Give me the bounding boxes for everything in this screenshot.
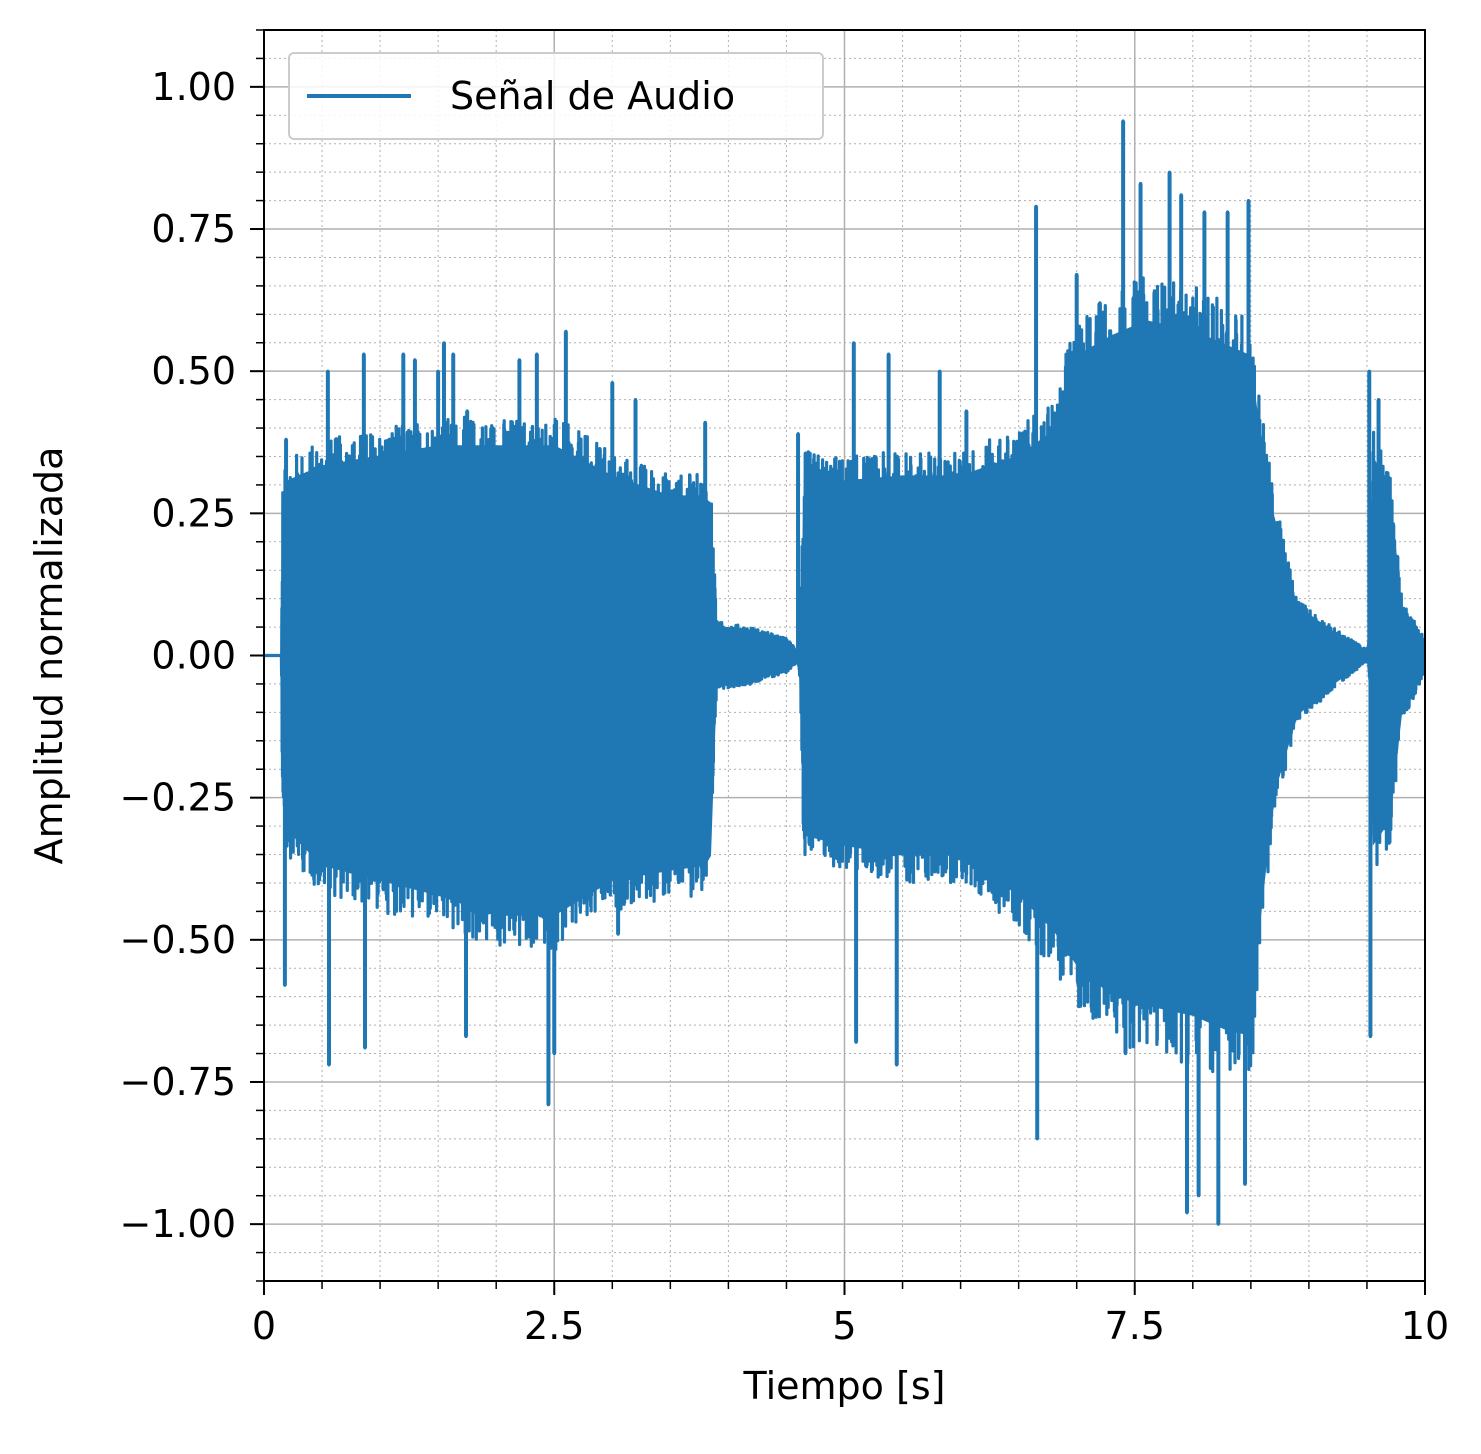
x-tick-label: 0 <box>252 1304 276 1348</box>
y-tick-label: 1.00 <box>151 65 236 109</box>
x-tick-label: 5 <box>832 1304 856 1348</box>
x-axis-title: Tiempo [s] <box>743 1364 946 1408</box>
y-axis-title: Amplitud normalizada <box>27 447 71 865</box>
legend-box <box>288 52 824 140</box>
y-tick-label: −0.50 <box>120 918 236 962</box>
legend: Señal de Audio <box>288 52 824 140</box>
y-tick-label: −1.00 <box>120 1202 236 1246</box>
axis-ticks <box>250 29 1426 1295</box>
x-tick-label: 7.5 <box>1105 1304 1165 1348</box>
y-tick-label: 0.75 <box>151 207 236 251</box>
y-tick-label: 0.50 <box>151 349 236 393</box>
y-tick-label: 0.00 <box>151 634 236 678</box>
y-tick-label: 0.25 <box>151 491 236 535</box>
x-tick-labels: 0 2.5 5 7.5 10 <box>252 1304 1449 1348</box>
y-tick-label: −0.75 <box>120 1060 236 1104</box>
y-tick-label: −0.25 <box>120 776 236 820</box>
legend-label-senal-de-audio: Señal de Audio <box>450 74 735 118</box>
x-tick-label: 2.5 <box>524 1304 584 1348</box>
x-tick-label: 10 <box>1401 1304 1449 1348</box>
y-tick-labels: 1.00 0.75 0.50 0.25 0.00 −0.25 −0.50 −0.75 −1.00 <box>120 65 236 1246</box>
plot-area <box>264 119 1425 1226</box>
